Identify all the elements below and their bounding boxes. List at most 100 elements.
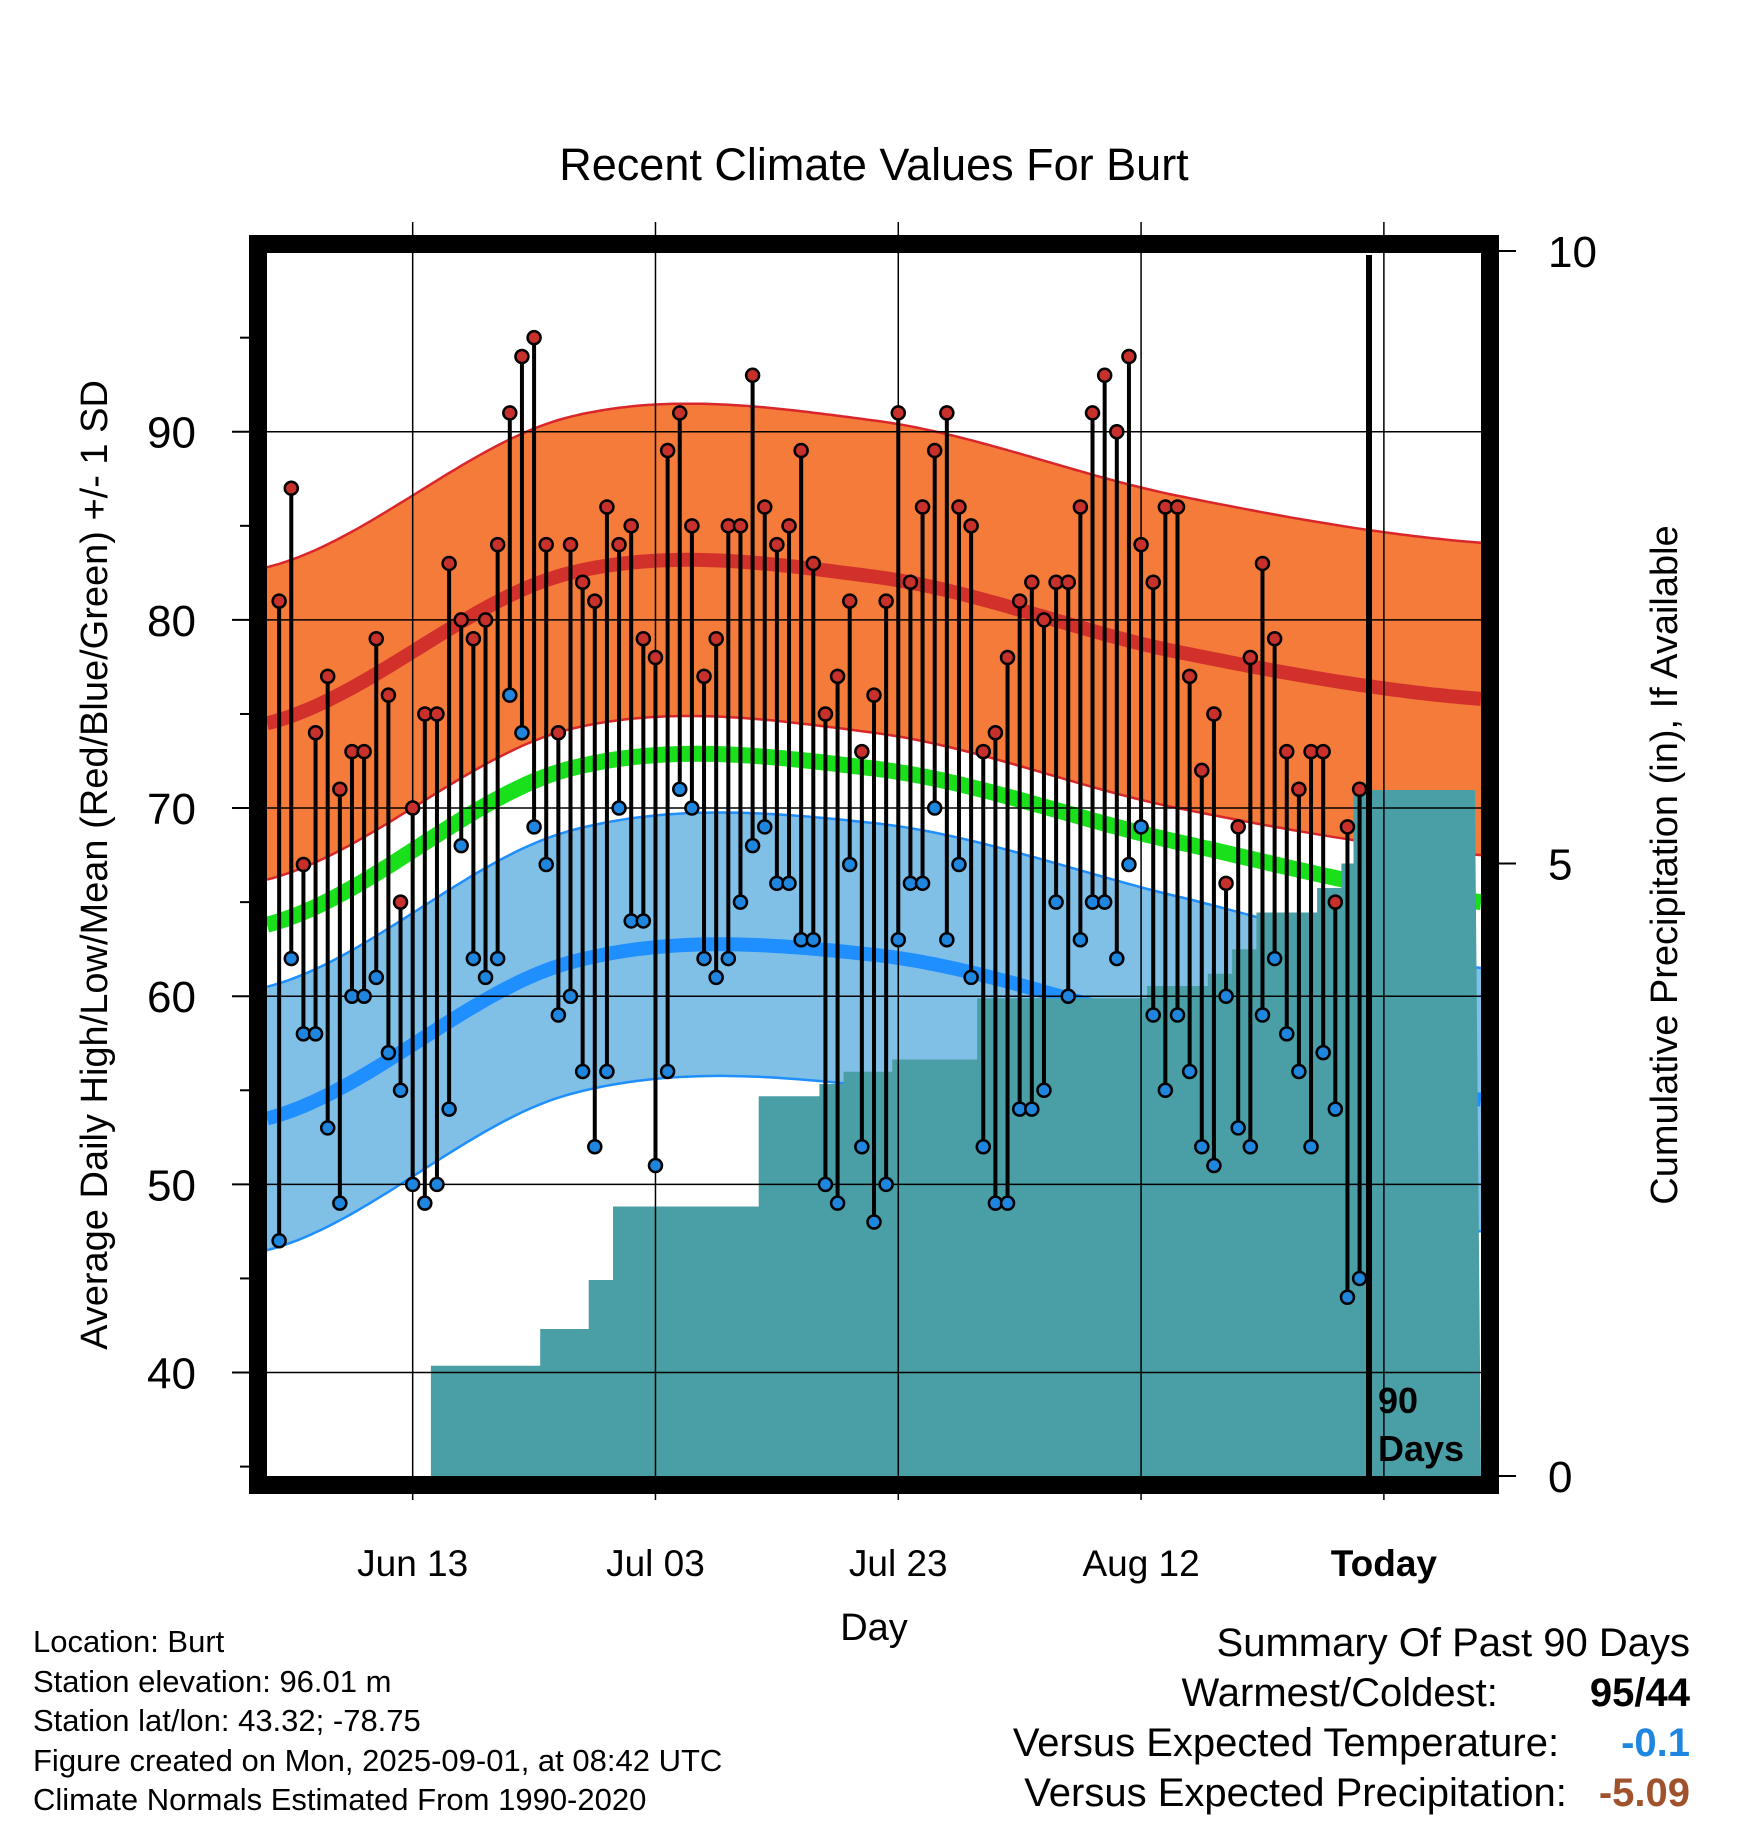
high-point xyxy=(926,442,943,459)
x-tick-label: Jul 23 xyxy=(849,1543,948,1584)
low-point xyxy=(914,875,931,892)
high-point xyxy=(987,725,1004,741)
low-point xyxy=(368,969,385,986)
low-point xyxy=(392,1082,409,1099)
high-point xyxy=(805,555,822,572)
summary-title: Summary Of Past 90 Days xyxy=(1216,1621,1690,1665)
low-point xyxy=(538,856,554,873)
high-point xyxy=(587,593,603,609)
high-point xyxy=(793,442,809,459)
low-point xyxy=(1157,1082,1174,1099)
low-point xyxy=(441,1101,457,1117)
high-point xyxy=(562,536,579,553)
low-point xyxy=(1327,1101,1344,1117)
low-point xyxy=(332,1195,348,1211)
y2-tick-label: 10 xyxy=(1548,228,1597,277)
station-info: Location: Burt Station elevation: 96.01 … xyxy=(33,1622,722,1820)
low-point xyxy=(963,969,979,986)
low-point xyxy=(696,950,712,967)
high-point xyxy=(902,574,919,591)
high-point xyxy=(769,536,785,553)
warmest-coldest-label: Warmest/Coldest: xyxy=(1181,1671,1498,1715)
high-point xyxy=(975,743,992,760)
low-point xyxy=(380,1044,397,1061)
low-point xyxy=(1279,1026,1295,1042)
low-point xyxy=(502,687,518,703)
low-point xyxy=(647,1157,664,1174)
x-axis-label: Day xyxy=(840,1607,908,1649)
low-point xyxy=(514,725,530,741)
daily-points xyxy=(271,329,1368,1306)
high-point xyxy=(1169,499,1186,515)
high-point xyxy=(538,536,554,553)
high-point xyxy=(939,405,955,421)
high-point xyxy=(1109,423,1125,440)
high-point xyxy=(866,687,882,703)
low-point xyxy=(1133,819,1149,835)
low-point xyxy=(477,969,494,986)
low-point xyxy=(817,1176,834,1193)
low-point xyxy=(587,1138,603,1155)
high-point xyxy=(696,668,712,685)
high-point xyxy=(1024,574,1040,591)
low-point xyxy=(1230,1120,1246,1136)
high-point xyxy=(1084,405,1101,421)
low-point xyxy=(550,1007,567,1023)
low-point xyxy=(854,1138,870,1155)
high-point xyxy=(878,593,894,609)
x-tick-label: Jun 13 xyxy=(357,1543,468,1584)
high-point xyxy=(514,348,530,365)
x-tick-label: Today xyxy=(1331,1543,1438,1584)
low-point xyxy=(878,1176,894,1193)
low-point xyxy=(890,932,907,948)
high-point xyxy=(1279,743,1295,760)
high-point xyxy=(489,536,506,553)
high-point xyxy=(599,499,615,515)
high-point xyxy=(550,725,567,741)
y-tick-label: 80 xyxy=(147,597,196,646)
high-point xyxy=(1096,367,1113,384)
high-point xyxy=(999,649,1016,666)
high-point xyxy=(356,743,372,760)
high-point xyxy=(1315,743,1331,760)
high-point xyxy=(368,630,385,647)
high-point xyxy=(623,518,639,534)
low-point xyxy=(732,894,749,910)
high-point xyxy=(1206,706,1222,722)
high-point xyxy=(477,612,494,628)
low-point xyxy=(756,819,773,835)
high-point xyxy=(319,668,336,685)
high-point xyxy=(890,405,907,421)
days-annotation: 90 xyxy=(1378,1380,1418,1421)
high-point xyxy=(1194,762,1210,779)
low-point xyxy=(659,1063,676,1080)
high-point xyxy=(854,743,870,760)
high-point xyxy=(404,800,421,816)
warmest-value: 95 xyxy=(1589,1671,1635,1715)
low-point xyxy=(417,1195,433,1211)
low-point xyxy=(1291,1063,1307,1080)
high-point xyxy=(441,555,457,572)
low-point xyxy=(283,950,300,967)
low-point xyxy=(975,1138,992,1155)
low-point xyxy=(805,932,822,948)
low-point xyxy=(744,837,761,854)
low-point xyxy=(1351,1270,1368,1287)
low-point xyxy=(951,856,967,873)
low-point xyxy=(404,1176,421,1193)
high-point xyxy=(1011,593,1028,609)
high-point xyxy=(1121,348,1137,365)
location-text: Location: Burt xyxy=(33,1624,225,1659)
low-point xyxy=(720,950,737,967)
low-point xyxy=(1024,1101,1040,1117)
low-point xyxy=(1303,1138,1319,1155)
y-axis-label: Average Daily High/Low/Mean (Red/Blue/Gr… xyxy=(74,380,116,1350)
y2-axis-label: Cumulative Precipitation (in), If Availa… xyxy=(1644,525,1686,1204)
low-point xyxy=(356,988,372,1004)
high-point xyxy=(1266,630,1283,647)
precip-value: -5.09 xyxy=(1598,1771,1690,1815)
temp-label: Versus Expected Temperature: xyxy=(1012,1721,1560,1765)
low-point xyxy=(1060,988,1076,1004)
coldest-value: 44 xyxy=(1645,1671,1691,1715)
